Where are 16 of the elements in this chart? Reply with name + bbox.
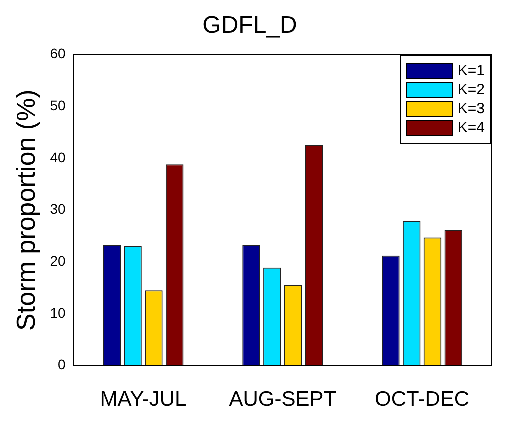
y-tick-label: 50 xyxy=(50,97,66,114)
legend-label: K=4 xyxy=(458,119,485,136)
y-tick-label: 30 xyxy=(50,201,66,218)
y-axis-title: Storm proportion (%) xyxy=(10,90,41,331)
chart-title: GDFL_D xyxy=(202,12,298,40)
y-tick-label: 40 xyxy=(50,149,66,166)
legend-label: K=2 xyxy=(458,81,485,98)
x-tick-label: MAY-JUL xyxy=(100,388,187,412)
legend-label: K=1 xyxy=(458,62,485,80)
y-tick-label: 10 xyxy=(50,304,66,321)
y-tick-label: 0 xyxy=(58,356,66,373)
x-tick-label: OCT-DEC xyxy=(375,388,470,412)
x-tick-label: AUG-SEPT xyxy=(229,388,337,412)
legend-label: K=3 xyxy=(458,100,485,118)
y-tick-label: 20 xyxy=(50,252,66,269)
y-tick-label: 60 xyxy=(50,46,66,62)
